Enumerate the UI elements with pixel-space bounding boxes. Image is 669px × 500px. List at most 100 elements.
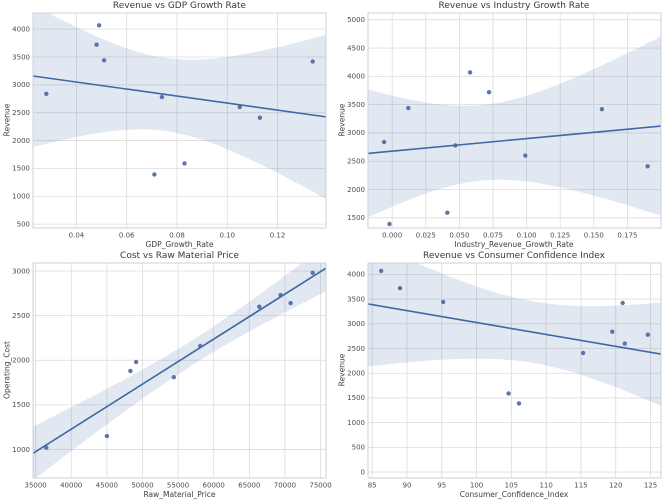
y-tick-label: 5000: [347, 16, 365, 24]
y-tick-label: 2000: [12, 137, 30, 145]
y-axis-label: Revenue: [337, 353, 346, 387]
data-point: [397, 286, 402, 291]
y-tick-label: 4500: [347, 44, 365, 52]
y-axis-label: Revenue: [337, 103, 346, 137]
x-tick-label: 40000: [60, 482, 82, 490]
data-point: [609, 329, 614, 334]
x-tick-label: 0.000: [382, 232, 402, 240]
data-point: [505, 391, 511, 396]
y-tick-label: 4000: [347, 73, 365, 81]
axes-frame: [32, 262, 327, 479]
data-point: [310, 270, 315, 275]
x-tick-label: 50000: [131, 482, 153, 490]
x-tick-label: 0.06: [119, 232, 135, 240]
y-tick-label: 1500: [12, 165, 30, 173]
data-point: [257, 304, 262, 309]
x-tick-label: 60000: [203, 482, 225, 490]
x-tick-label: 65000: [238, 482, 260, 490]
x-tick-label: 0.075: [482, 232, 502, 240]
chart-title: Revenue vs GDP Growth Rate: [112, 1, 247, 11]
data-point: [444, 210, 449, 215]
x-tick-label: 75000: [309, 482, 331, 490]
data-point: [580, 350, 585, 356]
plot-area: 35000 40000 45000 50000 55000 60000 65000 70000…: [12, 262, 332, 490]
x-tick-label: 100: [469, 482, 482, 490]
x-tick-label: 0.10: [219, 232, 235, 240]
x-axis-label: GDP_Growth_Rate: [145, 240, 214, 249]
regression-line: [33, 267, 326, 455]
x-tick-label: 105: [504, 482, 517, 490]
data-point: [128, 368, 133, 374]
data-point: [378, 268, 383, 274]
y-tick-label: 3500: [12, 53, 30, 61]
y-axis-label: Revenue: [2, 103, 12, 137]
x-tick-label: 125: [643, 482, 656, 490]
y-tick-label: 1500: [347, 214, 365, 222]
chart-revenue-vs-gdp-growth-rate: 0.04 0.06 0.08 0.10 0.12 500 1000 1500 2000 2500 3…: [0, 0, 335, 250]
data-point: [133, 359, 139, 365]
y-tick-label: 3500: [347, 295, 365, 303]
x-axis-label: Raw_Material_Price: [143, 490, 216, 499]
data-point: [278, 292, 283, 298]
data-point: [486, 90, 491, 95]
data-point: [620, 300, 625, 306]
x-tick-label: 120: [609, 482, 622, 490]
data-point: [96, 23, 102, 28]
y-tick-label: 1500: [347, 394, 365, 402]
y-tick-label: 3000: [12, 81, 30, 89]
x-tick-label: 0.04: [69, 232, 85, 240]
data-point: [288, 300, 293, 306]
data-point: [644, 164, 650, 169]
x-tick-label: 95: [437, 482, 446, 490]
y-tick-label: 500: [17, 220, 30, 228]
chart-revenue-vs-consumer-confidence-index: 85 90 95 100 105 110 115 120 125 0 500 1000 1500 2000…: [335, 250, 669, 500]
data-point: [152, 172, 157, 177]
x-tick-label: 110: [539, 482, 552, 490]
y-tick-label: 2000: [347, 186, 365, 194]
data-point: [522, 153, 527, 158]
y-tick-label: 4000: [347, 271, 365, 279]
x-tick-label: 35000: [24, 482, 46, 490]
data-point: [386, 221, 392, 227]
chart-title: Revenue vs Consumer Confidence Index: [423, 251, 605, 261]
confidence-band: [33, 13, 326, 199]
plot-area: 85 90 95 100 105 110 115 120 125 0 500 1000 1500 2000…: [347, 262, 661, 490]
data-point: [452, 143, 458, 148]
data-point: [101, 58, 107, 63]
data-point: [381, 139, 386, 145]
data-point: [171, 375, 176, 380]
data-point: [467, 70, 472, 75]
regression-line: [33, 75, 326, 118]
data-point: [44, 91, 49, 97]
x-axis-label: Industry_Revenue_Growth_Rate: [454, 240, 574, 249]
x-tick-label: 45000: [96, 482, 118, 490]
x-tick-label: 115: [574, 482, 587, 490]
y-tick-label: 2500: [347, 158, 365, 166]
y-tick-label: 2000: [347, 370, 365, 378]
y-tick-label: 3000: [347, 320, 365, 328]
data-point: [44, 445, 49, 450]
y-tick-label: 2500: [12, 312, 30, 320]
data-point: [516, 401, 521, 406]
x-tick-label: 0.150: [583, 232, 603, 240]
data-point: [198, 343, 203, 349]
chart-cost-vs-raw-material-price: 35000 40000 45000 50000 55000 60000 65000 70000…: [0, 250, 335, 500]
x-tick-label: 90: [402, 482, 411, 490]
confidence-band: [367, 36, 661, 218]
y-tick-label: 0: [360, 468, 364, 476]
y-tick-label: 2500: [347, 345, 365, 353]
y-tick-label: 2500: [12, 109, 30, 117]
data-point: [405, 105, 410, 111]
data-point: [94, 42, 99, 47]
y-tick-label: 1000: [347, 419, 365, 427]
data-point: [645, 332, 650, 337]
data-point: [104, 433, 110, 439]
chart-title: Revenue vs Industry Growth Rate: [438, 1, 590, 11]
confidence-band: [367, 263, 661, 406]
y-tick-label: 500: [351, 444, 364, 452]
plot-background: [367, 13, 661, 228]
y-tick-label: 3500: [347, 101, 365, 109]
plot-area: 0.04 0.06 0.08 0.10 0.12 500 1000 1500 2000 2500 3…: [12, 12, 327, 240]
data-point: [257, 115, 263, 120]
chart-revenue-vs-industry-growth-rate: 0.000 0.025 0.050 0.075 0.100 0.125 0.150 0.175…: [335, 0, 669, 250]
